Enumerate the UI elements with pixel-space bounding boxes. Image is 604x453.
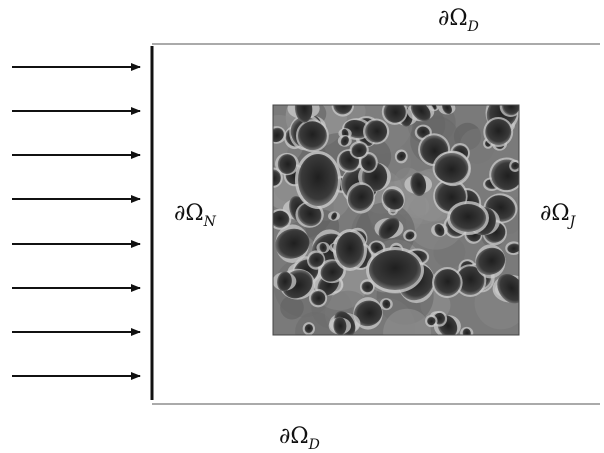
label-bottom-dirichlet: ∂ΩD: [279, 424, 320, 453]
label-right-symbol: ∂Ω: [540, 201, 570, 226]
label-left-neumann: ∂ΩN: [174, 201, 216, 230]
label-top-symbol: ∂Ω: [438, 6, 468, 31]
porous-inclusion-image: [273, 105, 519, 335]
label-left-sub: N: [203, 214, 216, 230]
label-bottom-sub: D: [308, 437, 320, 453]
inflow-arrows: [12, 63, 141, 380]
label-right-sub: J: [569, 214, 576, 230]
label-left-symbol: ∂Ω: [174, 201, 204, 226]
label-top-dirichlet: ∂ΩD: [438, 6, 479, 35]
label-bottom-symbol: ∂Ω: [279, 424, 309, 449]
porous-inclusion-border: [272, 104, 520, 336]
label-right-jump: ∂ΩJ: [540, 201, 576, 230]
label-top-sub: D: [467, 19, 479, 35]
